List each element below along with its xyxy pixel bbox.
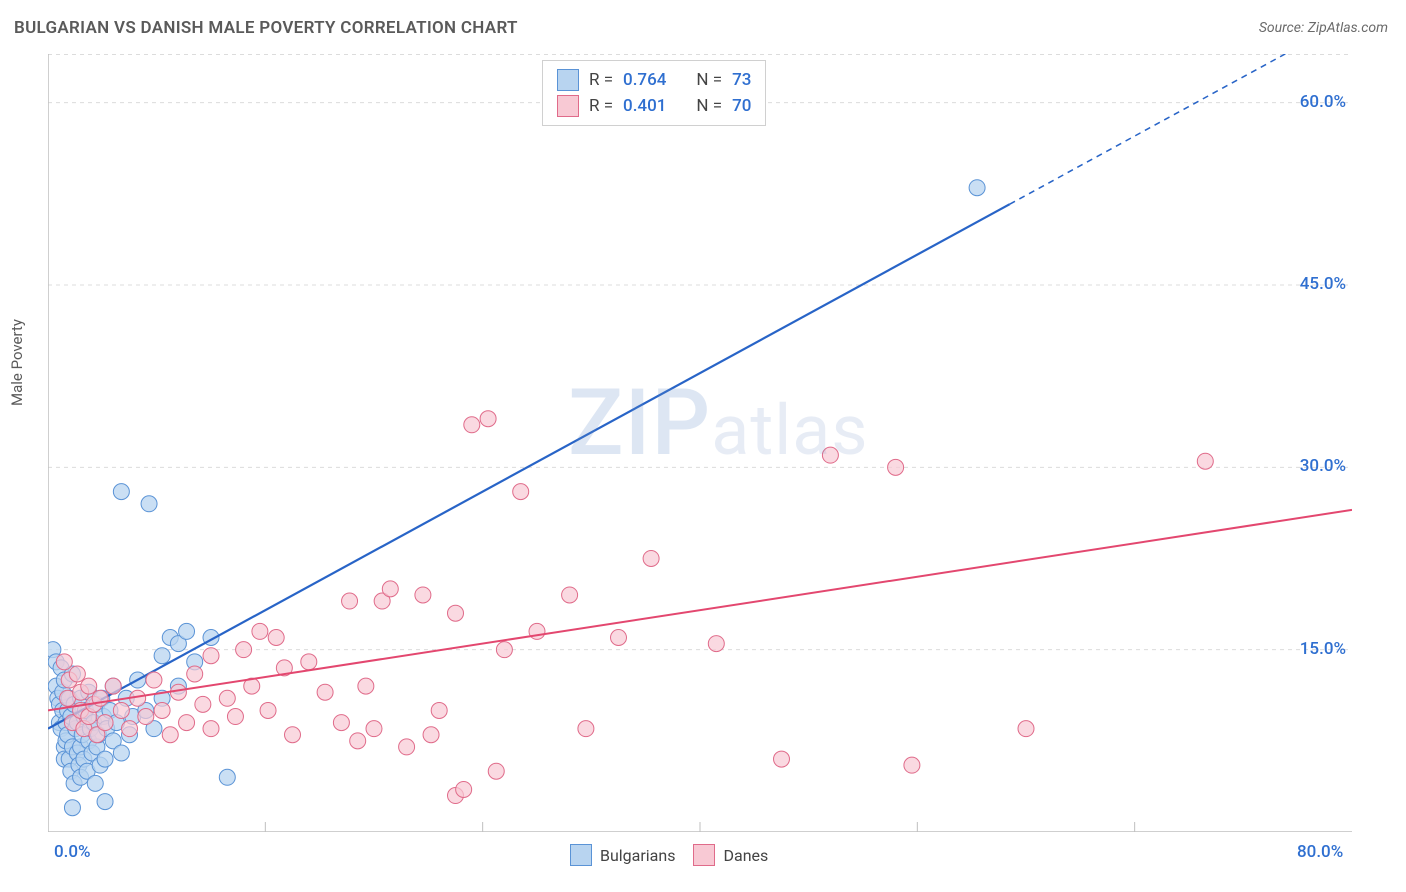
legend-stats: R = 0.764 N = 73 R = 0.401 N = 70	[542, 60, 766, 126]
x-tick-label: 0.0%	[54, 842, 91, 862]
y-tick-label: 15.0%	[1300, 639, 1346, 659]
legend-r-value: 0.401	[623, 96, 666, 116]
legend-r-label: R =	[589, 70, 613, 90]
legend-swatch-bulgarians	[570, 844, 592, 866]
y-tick-label: 45.0%	[1300, 274, 1346, 294]
y-tick-label: 60.0%	[1300, 92, 1346, 112]
legend-swatch-bulgarians	[557, 69, 579, 91]
legend-stats-row: R = 0.764 N = 73	[557, 67, 751, 93]
legend-item: Danes	[693, 844, 768, 866]
legend-n-value: 73	[732, 70, 751, 90]
legend-label: Danes	[723, 846, 768, 865]
legend-series: Bulgarians Danes	[570, 844, 768, 866]
chart-title: BULGARIAN VS DANISH MALE POVERTY CORRELA…	[14, 18, 518, 38]
legend-n-label: N =	[696, 96, 722, 116]
legend-r-label: R =	[589, 96, 613, 116]
legend-label: Bulgarians	[600, 846, 675, 865]
legend-n-label: N =	[696, 70, 722, 90]
y-tick-label: 30.0%	[1300, 456, 1346, 476]
legend-stats-row: R = 0.401 N = 70	[557, 93, 751, 119]
legend-swatch-danes	[557, 95, 579, 117]
legend-n-value: 70	[732, 96, 751, 116]
legend-item: Bulgarians	[570, 844, 675, 866]
y-axis-label: Male Poverty	[8, 319, 26, 406]
chart-source: Source: ZipAtlas.com	[1259, 20, 1388, 36]
x-tick-label: 80.0%	[1297, 842, 1343, 862]
legend-swatch-danes	[693, 844, 715, 866]
legend-r-value: 0.764	[623, 70, 666, 90]
scatter-plot	[48, 54, 1352, 832]
